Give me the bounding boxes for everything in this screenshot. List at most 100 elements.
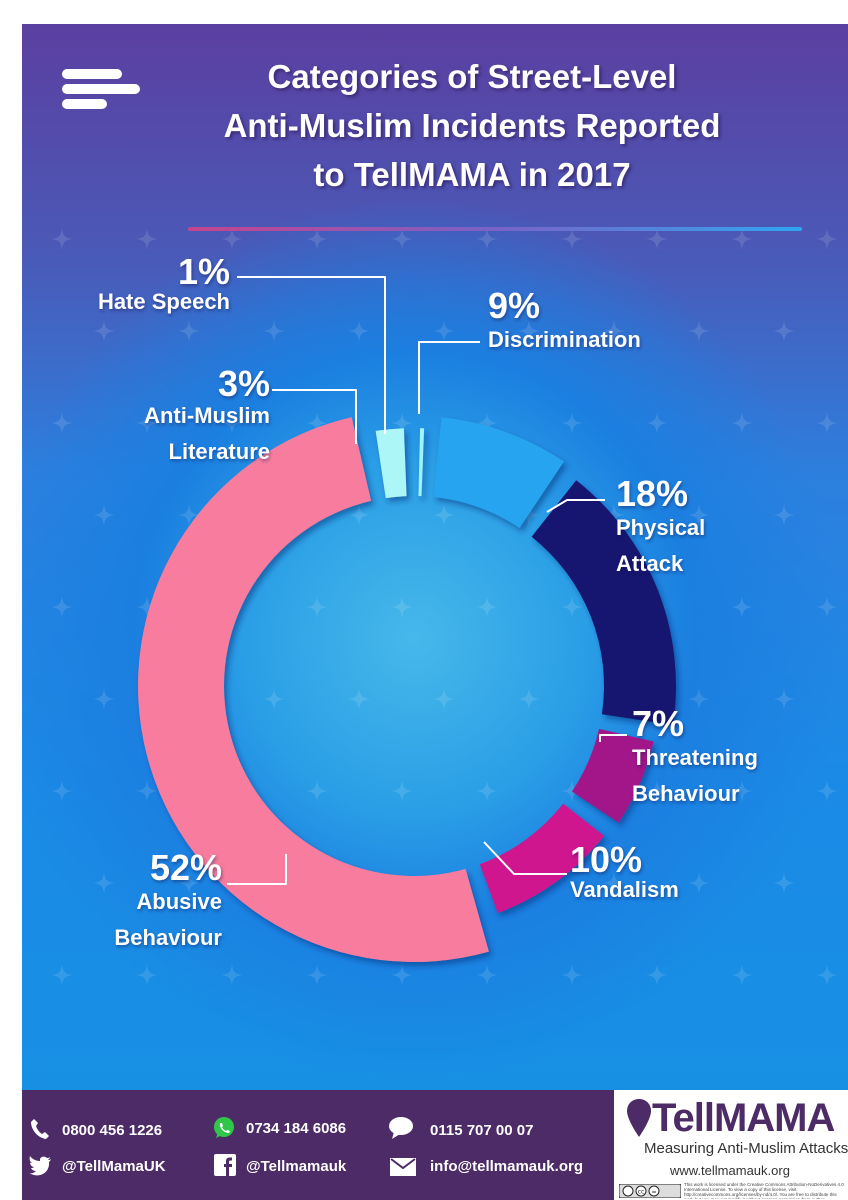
label-vandalism: 10% Vandalism: [570, 840, 679, 908]
sparkle-icon: [773, 504, 795, 526]
twitter-handle[interactable]: @TellMamaUK: [62, 1158, 166, 1175]
sparkle-icon: [816, 228, 838, 250]
sparkle-icon: [263, 320, 285, 342]
whatsapp-icon: [214, 1117, 234, 1138]
tellmama-brand-panel: TellMAMA Measuring Anti-Muslim Attacks w…: [614, 1090, 848, 1200]
label-discrimination-pct: 9%: [488, 285, 541, 326]
label-anti-muslim-literature-line1: Anti-Muslim: [144, 403, 270, 428]
title-line-3: to TellMAMA in 2017: [313, 156, 631, 193]
whatsapp-number[interactable]: 0734 184 6086: [246, 1120, 347, 1137]
sms-icon: [389, 1117, 413, 1139]
contact-footer: 0800 456 1226 0734 184 6086 0115 707 00 …: [22, 1090, 848, 1200]
sparkle-icon: [391, 964, 413, 986]
sparkle-icon: [688, 320, 710, 342]
sparkle-icon: [391, 780, 413, 802]
title-line-2: Anti-Muslim Incidents Reported: [223, 107, 721, 144]
label-hate-speech-text: Hate Speech: [97, 289, 230, 314]
donut-slice-anti-muslim-literature: [375, 428, 407, 499]
phone-icon: [31, 1119, 49, 1139]
sparkle-icon: [51, 780, 73, 802]
sparkle-icon: [603, 320, 625, 342]
donut-slice-discrimination: [433, 417, 565, 529]
sparkle-icon: [51, 596, 73, 618]
label-hate-speech: 1% Hate Speech: [98, 252, 230, 320]
sparkle-icon: [646, 228, 668, 250]
sparkle-icon: [178, 872, 200, 894]
sms-number[interactable]: 0115 707 00 07: [430, 1122, 534, 1139]
label-vandalism-text: Vandalism: [570, 877, 679, 902]
label-threatening-behaviour-line2: Behaviour: [632, 781, 740, 806]
sparkle-icon: [816, 596, 838, 618]
license-text: This work is licensed under the Creative…: [684, 1182, 844, 1199]
label-abusive-behaviour-line2: Behaviour: [114, 925, 222, 950]
sparkle-icon: [348, 320, 370, 342]
sparkle-icon: [306, 228, 328, 250]
leader-line-anti-muslim-literature: [272, 389, 357, 444]
leader-line-threatening-behaviour: [599, 734, 627, 742]
sparkle-icon: [306, 780, 328, 802]
sparkle-icon: [816, 964, 838, 986]
phone-number[interactable]: 0800 456 1226: [62, 1122, 163, 1139]
sparkle-icon: [476, 964, 498, 986]
label-discrimination-text: Discrimination: [488, 327, 641, 352]
label-anti-muslim-literature-line2: Literature: [168, 439, 270, 464]
leader-line-physical-attack: [546, 499, 605, 513]
sparkle-icon: [773, 688, 795, 710]
sparkle-icon: [476, 228, 498, 250]
label-threatening-behaviour-line1: Threatening: [632, 745, 758, 770]
sparkle-icon: [646, 780, 668, 802]
label-anti-muslim-literature-pct: 3%: [217, 363, 270, 404]
donut-slice-physical-attack: [531, 480, 676, 725]
email-address[interactable]: info@tellmamauk.org: [430, 1158, 583, 1175]
label-abusive-behaviour-line1: Abusive: [136, 889, 222, 914]
sparkle-icon: [221, 412, 243, 434]
sparkle-icon: [476, 412, 498, 434]
sparkle-icon: [518, 320, 540, 342]
donut-chart: [138, 276, 676, 962]
creative-commons-badge: cc =: [618, 1183, 682, 1199]
twitter-icon: [29, 1156, 51, 1176]
sparkle-icon: [603, 872, 625, 894]
sparkle-icon: [731, 228, 753, 250]
label-hate-speech-pct: 1%: [177, 251, 230, 292]
sparkle-icon: [773, 872, 795, 894]
label-threatening-behaviour: 7% Threatening Behaviour: [632, 704, 758, 812]
sparkle-icon: [561, 780, 583, 802]
poster-background: Categories of Street-Level Anti-Muslim I…: [22, 24, 848, 1090]
sparkle-icon: [646, 964, 668, 986]
sparkle-icon: [603, 504, 625, 526]
sparkle-icon: [136, 596, 158, 618]
label-anti-muslim-literature: 3% Anti-Muslim Literature: [144, 364, 270, 470]
sparkle-icon: [93, 688, 115, 710]
chart-title: Categories of Street-Level Anti-Muslim I…: [142, 52, 802, 199]
label-physical-attack: 18% Physical Attack: [616, 474, 705, 582]
sparkle-icon: [731, 596, 753, 618]
sparkle-icon: [561, 964, 583, 986]
sparkle-icon: [136, 780, 158, 802]
label-threatening-behaviour-pct: 7%: [632, 703, 685, 744]
location-pin-icon: [627, 1099, 651, 1137]
sparkle-icon: [51, 412, 73, 434]
sparkle-icon: [178, 320, 200, 342]
sparkle-icon: [731, 412, 753, 434]
sparkle-icon: [221, 964, 243, 986]
sparkle-icon: [433, 688, 455, 710]
sparkle-icon: [306, 412, 328, 434]
sparkle-icon: [773, 320, 795, 342]
sparkle-icon: [731, 964, 753, 986]
facebook-handle[interactable]: @Tellmamauk: [246, 1158, 347, 1175]
brand-tagline: Measuring Anti-Muslim Attacks: [644, 1140, 848, 1157]
donut-slice-hate-speech: [418, 428, 425, 497]
brand-name: TellMAMA: [652, 1096, 835, 1140]
label-physical-attack-pct: 18%: [616, 473, 689, 514]
sparkle-icon: [391, 412, 413, 434]
sparkle-icon: [518, 504, 540, 526]
brand-url[interactable]: www.tellmamauk.org: [670, 1163, 790, 1178]
sparkle-icon: [178, 504, 200, 526]
sparkle-icon: [476, 780, 498, 802]
sparkle-icon: [51, 964, 73, 986]
sparkle-icon: [136, 412, 158, 434]
sparkle-icon: [136, 964, 158, 986]
sparkle-icon: [476, 596, 498, 618]
